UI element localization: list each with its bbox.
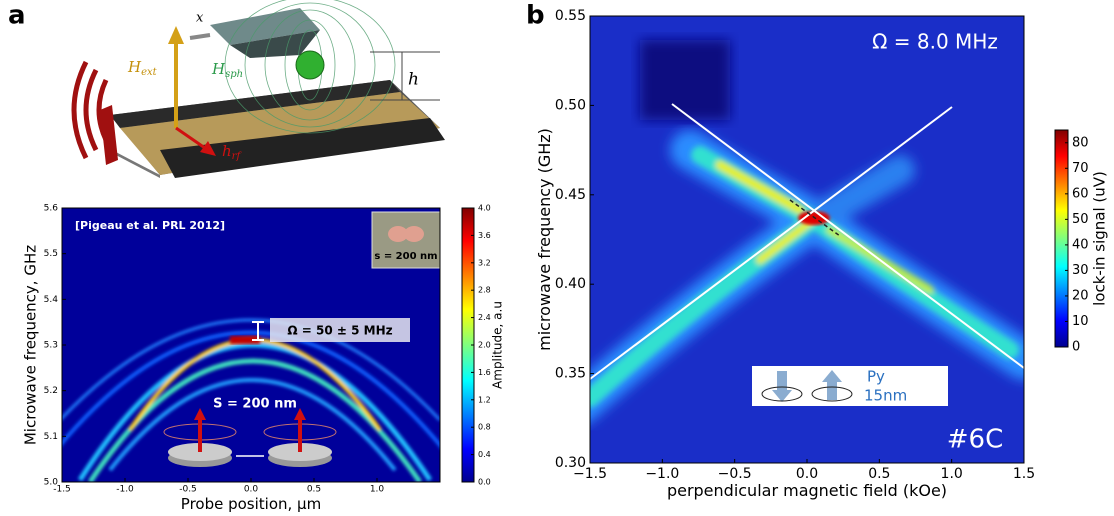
x-tick-label: −0.5 (718, 466, 752, 482)
y-tick-label: 0.40 (555, 276, 586, 292)
colorbar-label: Amplitude, a.u (491, 301, 505, 389)
colorbar-tick-label: 60 (1072, 186, 1089, 201)
y-tick-label: 0.35 (555, 366, 586, 382)
x-tick-label: 0.5 (307, 485, 321, 495)
x-tick-label: 1.0 (941, 466, 963, 482)
x-tick-label: 1.0 (370, 485, 385, 495)
colorbar-tick-label: 10 (1072, 314, 1089, 329)
x-tick-label: 1.5 (1013, 466, 1035, 482)
y-tick-label: 0.30 (555, 455, 586, 471)
x-tick-label: 0.0 (244, 485, 259, 495)
annotation: Ω = 8.0 MHz (872, 30, 998, 54)
colorbar-tick-label: 2.4 (478, 313, 491, 322)
colorbar-tick-label: 0.0 (478, 478, 491, 487)
colorbar (1054, 129, 1069, 348)
colorbar-tick-label: 80 (1072, 135, 1089, 150)
colorbar-label: lock-in signal (uV) (1091, 171, 1109, 306)
colorbar-tick-label: 4.0 (478, 204, 491, 213)
y-tick-label: 5.2 (44, 386, 58, 396)
colorbar-tick-label: 0.8 (478, 423, 491, 432)
x-tick-label: -1.5 (53, 485, 71, 495)
colorbar-tick-label: 30 (1072, 263, 1089, 278)
x-tick-label: -1.0 (116, 485, 134, 495)
colorbar-tick-label: 1.6 (478, 368, 491, 377)
spin-inset: Py 15nm (752, 366, 948, 406)
y-tick-label: 0.55 (555, 8, 586, 24)
panel-letter: a (8, 1, 26, 31)
illustration-label: h (408, 70, 419, 90)
annotation: s = 200 nm (374, 251, 437, 262)
disk-sketch (163, 408, 337, 467)
y-axis-label: microwave frequency (GHz) (535, 128, 554, 351)
annotation: 15nm (864, 387, 907, 405)
colorbar-tick-label: 20 (1072, 288, 1089, 303)
illustration-label: hrf (222, 142, 242, 162)
x-tick-label: 0.5 (868, 466, 890, 482)
annotation: Py (867, 368, 885, 386)
colorbar-tick-label: 0.4 (478, 450, 491, 459)
annotation: [Pigeau et al. PRL 2012] (75, 219, 225, 232)
colorbar-tick-label: 70 (1072, 161, 1089, 176)
y-axis-label: Microwave frequency, GHz (22, 245, 40, 445)
colorbar-tick-label: 3.2 (478, 258, 491, 267)
x-axis-label: perpendicular magnetic field (kOe) (667, 481, 947, 500)
y-tick-label: 5.5 (44, 249, 58, 259)
inset-image: s = 200 nm (371, 211, 441, 269)
y-tick-label: 5.3 (44, 341, 58, 351)
y-tick-label: 5.4 (44, 295, 59, 305)
colorbar-tick-label: 50 (1072, 212, 1089, 227)
y-tick-label: 5.6 (44, 204, 59, 214)
x-axis-label: Probe position, μm (181, 495, 321, 513)
colorbar-tick-label: 3.6 (478, 231, 491, 240)
colorbar-tick-label: 0 (1072, 340, 1080, 355)
colorbar-tick-label: 40 (1072, 237, 1089, 252)
x-tick-label: −1.5 (573, 466, 607, 482)
colorbar-tick-label: 2.0 (478, 341, 491, 350)
y-tick-label: 5.0 (44, 478, 59, 488)
illustration: x Hext Hsph h hrf (71, 0, 445, 178)
y-tick-label: 0.45 (555, 187, 586, 203)
illustration-label: Hsph (211, 60, 243, 80)
splitting-marker: Ω = 50 ± 5 MHz (252, 318, 410, 342)
illustration-label: x (196, 11, 204, 26)
annotation: S = 200 nm (213, 397, 297, 412)
y-tick-label: 0.50 (555, 97, 586, 113)
guide-lines (589, 103, 1025, 380)
colorbar-tick-label: 2.8 (478, 286, 491, 295)
y-tick-label: 5.1 (44, 432, 58, 442)
annotation: Ω = 50 ± 5 MHz (287, 324, 392, 338)
x-tick-label: −1.0 (645, 466, 679, 482)
illustration-label: Hext (127, 58, 158, 78)
x-tick-label: 0.0 (796, 466, 818, 482)
colorbar-tick-label: 1.2 (478, 395, 491, 404)
x-tick-label: -0.5 (179, 485, 197, 495)
panel-letter: b (526, 1, 545, 31)
annotation: #6C (947, 425, 1003, 455)
